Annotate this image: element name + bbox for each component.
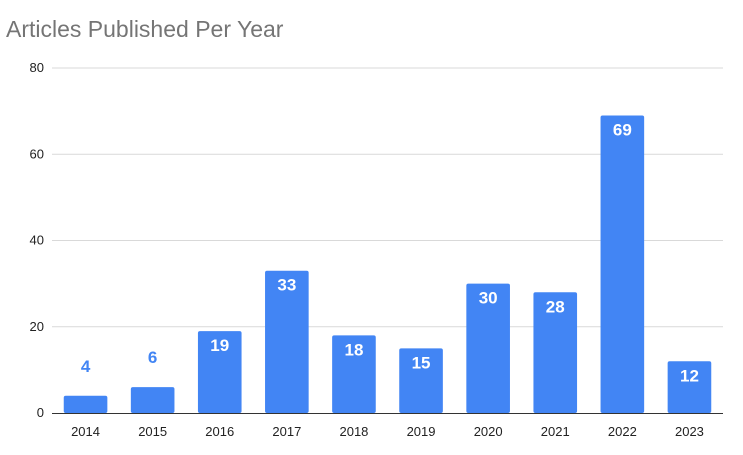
x-tick-label: 2019 xyxy=(407,424,436,439)
bar xyxy=(332,335,376,413)
x-axis-ticks: 2014 2015 2016 2017 2018 2019 2020 2021 2022 2023 xyxy=(71,424,704,439)
data-label: 12 xyxy=(680,366,699,385)
data-label: 15 xyxy=(412,353,431,372)
x-tick-label: 2020 xyxy=(474,424,503,439)
x-tick-label: 2017 xyxy=(272,424,301,439)
y-tick-label: 40 xyxy=(30,233,44,248)
x-tick-label: 2021 xyxy=(541,424,570,439)
x-tick-label: 2023 xyxy=(675,424,704,439)
bar xyxy=(466,283,510,413)
x-tick-label: 2016 xyxy=(205,424,234,439)
data-label: 28 xyxy=(546,297,565,316)
bar xyxy=(63,395,108,413)
bar xyxy=(265,270,309,413)
data-label: 69 xyxy=(613,120,632,139)
bar xyxy=(399,348,443,413)
bar xyxy=(600,115,645,413)
y-axis-ticks: 0 20 40 60 80 xyxy=(30,60,44,420)
bar xyxy=(533,292,578,413)
x-tick-label: 2022 xyxy=(608,424,637,439)
bar xyxy=(667,361,712,413)
chart-title: Articles Published Per Year xyxy=(6,16,284,42)
y-tick-label: 80 xyxy=(30,60,44,75)
y-tick-label: 60 xyxy=(30,146,44,161)
data-label: 30 xyxy=(479,289,498,308)
data-labels: 4 6 19 33 18 15 30 28 69 12 xyxy=(81,120,699,385)
bar xyxy=(197,331,242,413)
data-label: 19 xyxy=(210,336,229,355)
bar xyxy=(130,387,175,413)
bars xyxy=(63,115,712,413)
x-tick-label: 2018 xyxy=(339,424,368,439)
y-tick-label: 0 xyxy=(37,405,44,420)
data-label: 6 xyxy=(148,348,157,367)
data-label: 18 xyxy=(344,340,363,359)
data-label: 33 xyxy=(277,276,296,295)
x-tick-label: 2015 xyxy=(138,424,167,439)
data-label: 4 xyxy=(81,357,91,376)
y-tick-label: 20 xyxy=(30,319,44,334)
x-tick-label: 2014 xyxy=(71,424,100,439)
